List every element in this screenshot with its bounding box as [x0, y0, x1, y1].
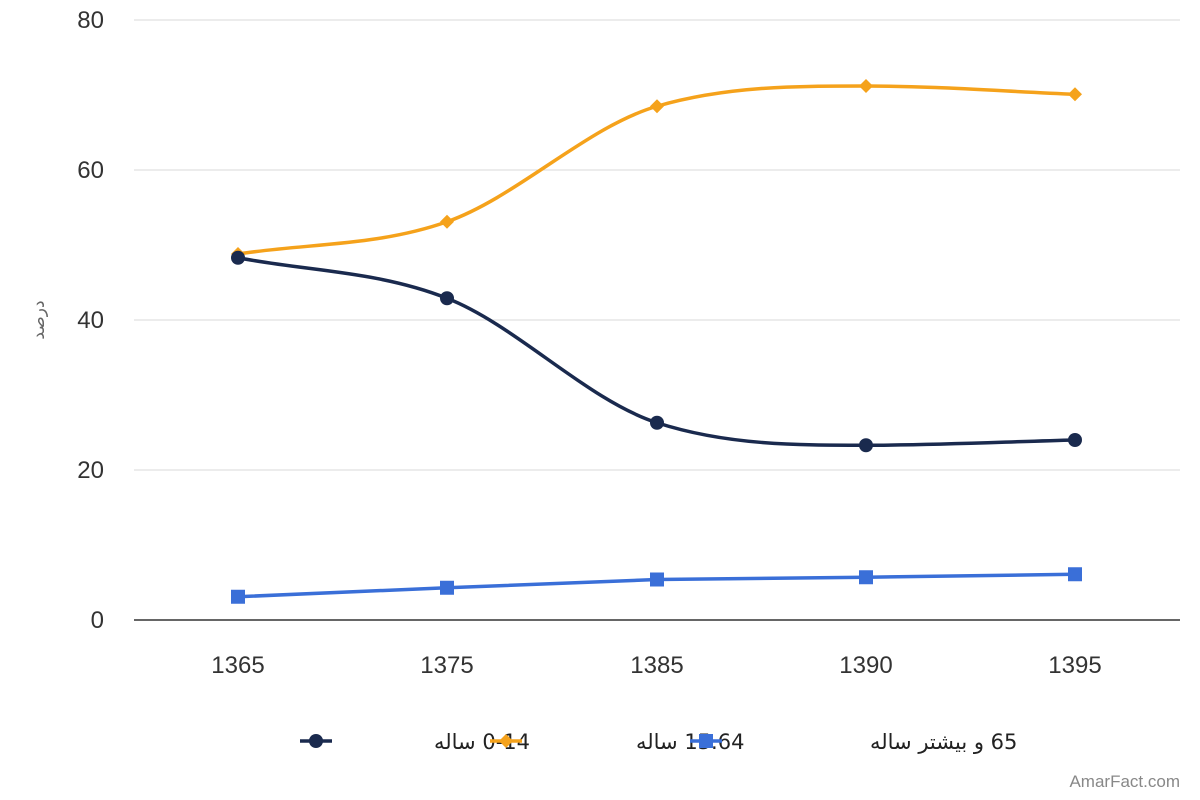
- legend-marker: [499, 734, 513, 748]
- data-point: [859, 438, 873, 453]
- y-tick-label: 60: [77, 157, 104, 184]
- x-tick-label: 1385: [630, 652, 683, 679]
- data-point: [1068, 567, 1082, 582]
- y-tick-label: 80: [77, 7, 104, 34]
- data-point: [650, 572, 664, 587]
- series-1: [231, 250, 1082, 453]
- x-tick-label: 1395: [1048, 652, 1101, 679]
- y-tick-label: 40: [77, 307, 104, 334]
- data-point: [440, 214, 454, 229]
- y-axis-label: درصد: [29, 300, 49, 339]
- legend-item: 65 و بیشتر ساله: [690, 730, 1017, 754]
- legend-marker: [309, 734, 323, 748]
- x-tick-label: 1365: [211, 652, 264, 679]
- data-point: [1068, 433, 1082, 447]
- legend-label: 65 و بیشتر ساله: [870, 730, 1017, 754]
- series-lines: [231, 79, 1082, 604]
- data-point: [231, 250, 245, 265]
- y-tick-label: 0: [91, 607, 104, 634]
- data-point: [1068, 87, 1082, 102]
- series-2: [231, 79, 1082, 261]
- watermark: AmarFact.com: [1069, 772, 1180, 791]
- data-point: [859, 570, 873, 585]
- gridlines: [134, 19, 1180, 471]
- axes: 0 20 40 60 80 1365 1375 1385 1390 1395: [77, 7, 1180, 679]
- x-tick-label: 1375: [420, 652, 473, 679]
- data-point: [650, 415, 664, 430]
- x-tick-label: 1390: [839, 652, 892, 679]
- data-point: [231, 589, 245, 604]
- data-point: [650, 99, 664, 114]
- data-point: [440, 291, 454, 306]
- data-point: [440, 580, 454, 595]
- legend-marker: [699, 734, 713, 748]
- series-3: [231, 567, 1082, 604]
- data-point: [859, 79, 873, 93]
- y-tick-label: 20: [77, 457, 104, 484]
